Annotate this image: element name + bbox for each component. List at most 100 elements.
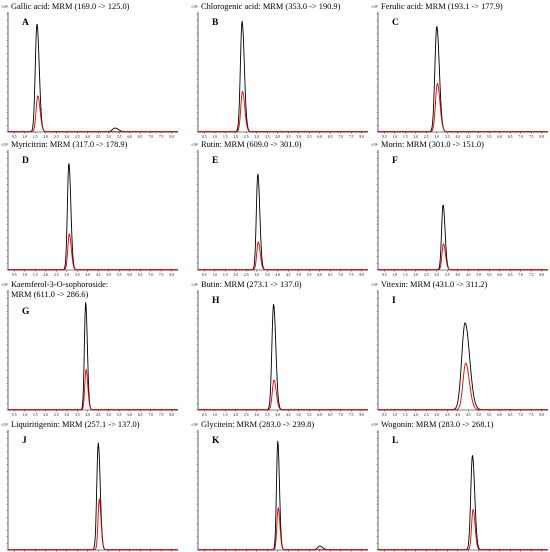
x-tick-label: 2.5 bbox=[244, 273, 249, 277]
x-tick-label: 2.5 bbox=[424, 273, 429, 277]
x-tick-label: 3.0 bbox=[65, 135, 70, 139]
x-tick-label: 1.0 bbox=[213, 413, 218, 417]
panel-title: Kaemferol-3-O-sophoroside: bbox=[11, 280, 108, 289]
x-tick-label: 3.5 bbox=[75, 413, 80, 417]
x-tick-label: 4.5 bbox=[286, 273, 291, 277]
x-tick-label: 6.5 bbox=[508, 273, 513, 277]
x-tick-label: 4.0 bbox=[86, 273, 91, 277]
x-tick-label: 8.0 bbox=[539, 413, 544, 417]
x-tick-label: 3.5 bbox=[445, 413, 450, 417]
x-tick-label: 0.5 bbox=[202, 273, 207, 277]
x-tick-label: 6.0 bbox=[317, 273, 322, 277]
x-tick-label: 5.0 bbox=[296, 273, 301, 277]
x-tick-label: 3.5 bbox=[265, 135, 270, 139]
x-tick-label: 2.0 bbox=[414, 273, 419, 277]
x-tick-label: 7.0 bbox=[338, 273, 343, 277]
x-tick-label: 6.0 bbox=[317, 135, 322, 139]
x-tick-label: 6.5 bbox=[508, 135, 513, 139]
x-tick-label: 8.0 bbox=[359, 135, 364, 139]
x-tick-label: 7.5 bbox=[159, 413, 164, 417]
x-tick-label: 2.5 bbox=[244, 135, 249, 139]
x-tick-label: 8.0 bbox=[359, 273, 364, 277]
x-tick-label: 4.5 bbox=[96, 135, 101, 139]
x-tick-label: 0.5 bbox=[202, 135, 207, 139]
y-scale-mark: ×10⁵ bbox=[371, 5, 379, 9]
x-tick-label: 5.0 bbox=[476, 413, 481, 417]
trace-red-sample bbox=[378, 82, 548, 133]
chart-panel-b: Chlorogenic acid: MRM (353.0 -> 190.9)×1… bbox=[191, 2, 368, 139]
panel-letter: A bbox=[22, 18, 29, 28]
x-tick-label: 1.5 bbox=[33, 273, 38, 277]
trace-black-standard bbox=[378, 322, 548, 411]
x-tick-label: 3.0 bbox=[65, 273, 70, 277]
trace-red-sample bbox=[198, 507, 368, 551]
panel-letter: E bbox=[212, 156, 218, 166]
x-tick-label: 6.0 bbox=[127, 135, 132, 139]
x-tick-label: 5.5 bbox=[487, 273, 492, 277]
trace-red-sample bbox=[378, 508, 548, 551]
x-tick-label: 7.5 bbox=[529, 273, 534, 277]
x-tick-label: 6.5 bbox=[138, 413, 143, 417]
x-tick-label: 2.5 bbox=[244, 413, 249, 417]
x-tick-label: 3.0 bbox=[255, 413, 260, 417]
x-tick-label: 7.0 bbox=[338, 413, 343, 417]
x-tick-label: 1.5 bbox=[223, 273, 228, 277]
x-tick-label: 1.5 bbox=[223, 413, 228, 417]
x-tick-label: 1.5 bbox=[33, 135, 38, 139]
x-tick-label: 5.5 bbox=[487, 135, 492, 139]
x-tick-label: 4.5 bbox=[466, 273, 471, 277]
x-tick-label: 6.0 bbox=[497, 135, 502, 139]
chart-panel-e: Rutin: MRM (609.0 -> 301.0)×10⁵ E 0.5 1.0 1.… bbox=[191, 140, 368, 277]
x-tick-label: 7.5 bbox=[349, 135, 354, 139]
x-tick-label: 2.5 bbox=[54, 273, 59, 277]
x-tick-label: 2.0 bbox=[44, 273, 49, 277]
x-tick-label: 0.5 bbox=[12, 413, 17, 417]
y-scale-mark: ×10⁵ bbox=[371, 143, 379, 147]
panel-title: Wogonin: MRM (283.0 -> 268.1) bbox=[381, 420, 494, 429]
panel-title: Butin: MRM (273.1 -> 137.0) bbox=[201, 280, 302, 289]
trace-black-standard bbox=[198, 173, 368, 271]
x-tick-label: 6.5 bbox=[508, 413, 513, 417]
x-tick-label: 4.5 bbox=[286, 135, 291, 139]
chart-panel-d: Myricitrin: MRM (317.0 -> 178.9)×10⁵ D 0.5… bbox=[1, 140, 178, 277]
x-tick-label: 5.5 bbox=[307, 413, 312, 417]
x-tick-label: 5.5 bbox=[307, 135, 312, 139]
x-tick-label: 4.0 bbox=[86, 413, 91, 417]
x-tick-label: 2.5 bbox=[54, 135, 59, 139]
x-tick-label: 2.5 bbox=[424, 413, 429, 417]
x-tick-label: 4.0 bbox=[456, 135, 461, 139]
trace-black-standard bbox=[8, 302, 178, 411]
x-tick-label: 7.0 bbox=[148, 273, 153, 277]
panel-letter: J bbox=[22, 436, 27, 446]
x-tick-label: 7.5 bbox=[349, 273, 354, 277]
x-tick-label: 5.5 bbox=[117, 413, 122, 417]
x-tick-label: 5.0 bbox=[106, 273, 111, 277]
x-tick-label: 7.0 bbox=[518, 273, 523, 277]
x-tick-label: 6.5 bbox=[328, 135, 333, 139]
x-tick-label: 8.0 bbox=[359, 413, 364, 417]
x-tick-label: 1.0 bbox=[393, 273, 398, 277]
x-tick-label: 0.5 bbox=[382, 135, 387, 139]
panel-letter: F bbox=[392, 156, 398, 166]
x-tick-label: 5.0 bbox=[476, 135, 481, 139]
trace-black-standard bbox=[8, 163, 178, 271]
panel-title: Vitexin: MRM (431.0 -> 311.2) bbox=[381, 280, 487, 289]
x-tick-label: 2.5 bbox=[424, 135, 429, 139]
y-scale-mark: ×10⁵ bbox=[191, 283, 199, 287]
panel-title: Myricitrin: MRM (317.0 -> 178.9) bbox=[11, 140, 128, 149]
panel-letter: C bbox=[392, 18, 399, 28]
x-tick-label: 7.5 bbox=[529, 413, 534, 417]
x-tick-label: 5.5 bbox=[487, 413, 492, 417]
x-tick-label: 7.0 bbox=[338, 135, 343, 139]
trace-black-standard bbox=[8, 442, 178, 551]
x-tick-label: 4.5 bbox=[96, 273, 101, 277]
x-tick-label: 3.0 bbox=[65, 413, 70, 417]
chart-panel-g: Kaemferol-3-O-sophoroside:MRM (611.0 -> … bbox=[1, 280, 178, 417]
x-tick-label: 6.0 bbox=[497, 273, 502, 277]
panel-title-line2: MRM (611.0 -> 286.6) bbox=[11, 290, 88, 299]
x-tick-label: 0.5 bbox=[382, 413, 387, 417]
chart-panel-h: Butin: MRM (273.1 -> 137.0)×10⁵ H 0.5 1.0 1.… bbox=[191, 280, 368, 417]
trace-red-sample bbox=[8, 498, 178, 551]
x-tick-label: 7.5 bbox=[349, 413, 354, 417]
x-tick-label: 4.5 bbox=[96, 413, 101, 417]
